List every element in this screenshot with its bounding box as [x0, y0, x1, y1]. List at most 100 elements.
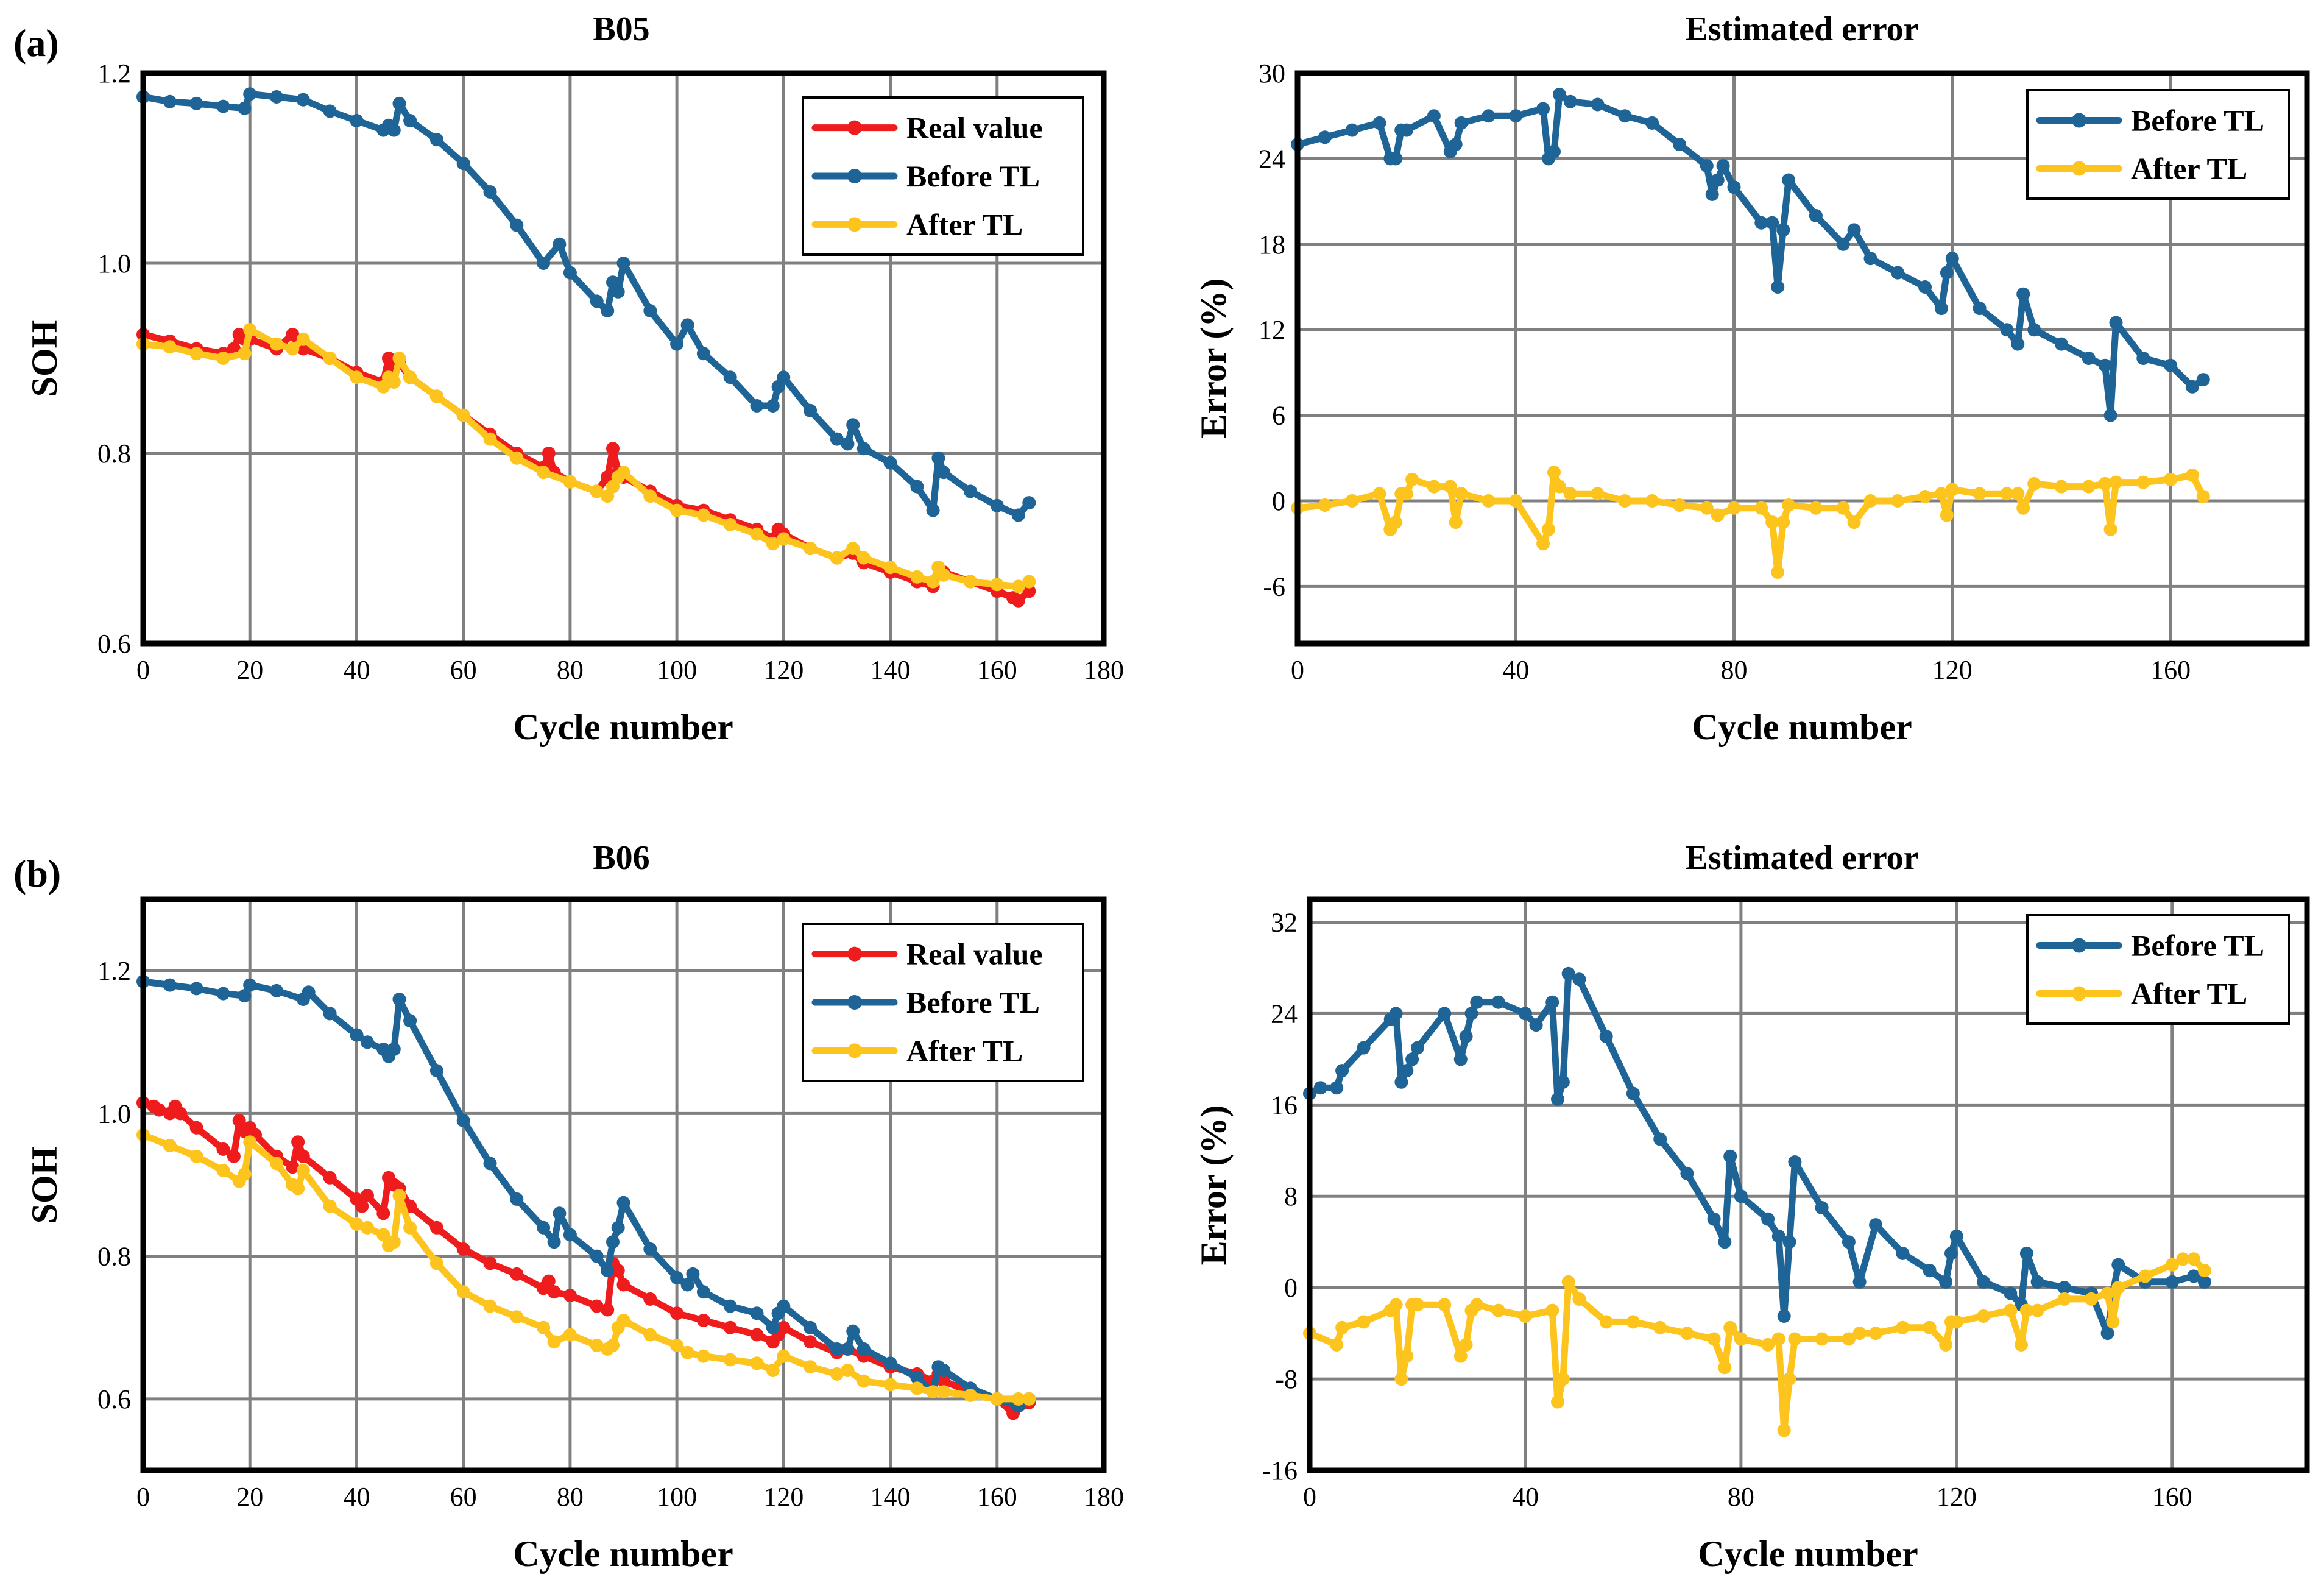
data-point-after-tl: [1518, 1309, 1532, 1323]
data-point-after-tl: [830, 1367, 844, 1381]
data-point-before-tl: [563, 266, 577, 280]
data-point-after-tl: [696, 508, 710, 522]
data-point-after-tl: [1556, 1372, 1570, 1386]
x-tick-labels: 0 20 40 60 80 100 120 140 160 180: [136, 1482, 1124, 1512]
data-point-before-tl: [1427, 109, 1441, 123]
legend-label-after-tl: After TL: [906, 1033, 1023, 1068]
data-point-after-tl: [830, 551, 844, 565]
data-point-real-value: [189, 1121, 203, 1135]
data-point-before-tl: [392, 993, 406, 1006]
data-point-after-tl: [1400, 487, 1414, 501]
chart-b06-soh: B06 0 20 40 60 80 100 120 140 160 180 0.6 0.8 1.0 1.…: [24, 839, 1124, 1574]
data-point-real-value: [606, 442, 620, 456]
data-point-before-tl: [1949, 1229, 1963, 1243]
data-point-before-tl: [830, 1342, 844, 1356]
data-point-real-value: [1022, 584, 1036, 598]
data-point-before-tl: [1939, 1275, 1953, 1289]
data-point-before-tl: [163, 94, 177, 108]
data-point-before-tl: [1716, 159, 1730, 173]
data-point-before-tl: [686, 1267, 700, 1281]
data-point-before-tl: [2000, 323, 2014, 337]
data-point-after-tl: [590, 484, 604, 498]
data-point-after-tl: [766, 537, 780, 551]
data-point-before-tl: [856, 1342, 871, 1356]
data-point-before-tl: [216, 987, 230, 1001]
x-tick-label: 80: [1728, 1482, 1754, 1512]
data-point-after-tl: [296, 332, 310, 346]
data-point-after-tl: [670, 1339, 684, 1352]
legend-label-after-tl: After TL: [906, 207, 1023, 241]
data-point-after-tl: [1022, 575, 1036, 589]
data-point-before-tl: [387, 123, 401, 137]
data-point-after-tl: [750, 1356, 764, 1370]
legend-marker-after-tl: [847, 217, 862, 232]
data-point-before-tl: [2019, 1246, 2033, 1260]
data-point-after-tl: [777, 1349, 791, 1363]
data-point-before-tl: [1705, 187, 1719, 201]
data-point-real-value: [296, 1149, 310, 1163]
data-point-after-tl: [1626, 1315, 1640, 1329]
data-point-after-tl: [510, 451, 524, 465]
data-point-before-tl: [616, 1196, 630, 1210]
data-point-before-tl: [2165, 1275, 2179, 1289]
data-point-after-tl: [403, 1220, 417, 1235]
data-point-after-tl: [2098, 476, 2112, 491]
data-point-before-tl: [323, 104, 337, 118]
y-tick-label: -8: [1275, 1364, 1298, 1394]
data-point-before-tl: [590, 1249, 604, 1263]
data-point-before-tl: [1944, 1246, 1958, 1260]
data-point-after-tl: [189, 347, 203, 361]
data-point-real-value: [616, 1278, 630, 1292]
data-point-real-value: [777, 1320, 791, 1334]
series-layer: [1303, 966, 2211, 1437]
legend-marker-before-tl: [847, 169, 862, 183]
data-point-before-tl: [1776, 223, 1790, 237]
x-tick-labels: 0 40 80 120 160: [1291, 655, 2191, 685]
x-tick-label: 140: [871, 655, 911, 685]
data-point-before-tl: [1591, 97, 1605, 112]
data-point-real-value: [286, 1160, 300, 1174]
data-point-before-tl: [537, 1220, 551, 1235]
legend-marker-before-tl: [2072, 113, 2086, 128]
data-point-after-tl: [1335, 1320, 1349, 1334]
data-point-before-tl: [1934, 302, 1948, 316]
data-point-after-tl: [856, 551, 871, 565]
data-point-after-tl: [616, 466, 630, 480]
data-point-after-tl: [1973, 487, 1987, 501]
data-point-before-tl: [1449, 138, 1463, 151]
data-point-before-tl: [937, 466, 951, 480]
data-point-before-tl: [846, 1324, 860, 1338]
data-point-after-tl: [1552, 480, 1566, 494]
y-tick-label: 24: [1259, 144, 1285, 174]
data-point-before-tl: [1509, 109, 1523, 123]
data-point-before-tl: [189, 96, 203, 110]
data-point-after-tl: [1561, 1275, 1575, 1289]
data-point-after-tl: [376, 1228, 390, 1242]
legend-marker-after-tl: [847, 1043, 862, 1058]
data-point-before-tl: [1318, 130, 1332, 144]
data-point-before-tl: [238, 989, 252, 1003]
y-axis-label: Error (%): [1193, 1105, 1234, 1266]
data-point-after-tl: [1551, 1395, 1564, 1409]
data-point-before-tl: [429, 1064, 443, 1078]
data-point-real-value: [323, 1171, 337, 1185]
data-point-before-tl: [1389, 1007, 1403, 1021]
data-point-after-tl: [1777, 1423, 1791, 1437]
data-point-real-value: [483, 1256, 497, 1270]
data-point-before-tl: [403, 1014, 417, 1028]
x-tick-label: 180: [1084, 1482, 1124, 1512]
legend-label-before-tl: Before TL: [906, 985, 1040, 1019]
data-point-after-tl: [2136, 475, 2150, 489]
data-point-after-tl: [563, 475, 577, 489]
data-point-before-tl: [680, 1278, 694, 1292]
data-point-before-tl: [2011, 337, 2025, 351]
x-axis-label: Cycle number: [1692, 707, 1912, 747]
data-point-before-tl: [189, 982, 203, 996]
legend: Before TL After TL: [2026, 89, 2290, 200]
data-point-after-tl: [590, 1339, 604, 1352]
data-point-after-tl: [563, 1328, 577, 1342]
data-point-after-tl: [1949, 1315, 1963, 1329]
data-point-after-tl: [1389, 1298, 1403, 1312]
data-point-before-tl: [1847, 223, 1861, 237]
data-point-after-tl: [1754, 501, 1768, 515]
